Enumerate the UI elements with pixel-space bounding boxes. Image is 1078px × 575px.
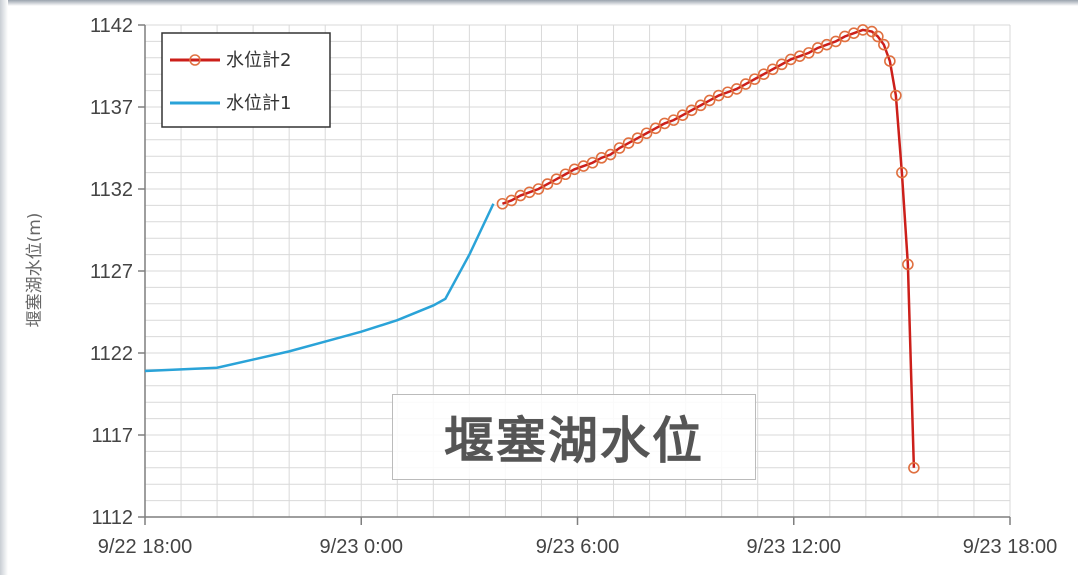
legend-marker-series2 — [189, 54, 201, 66]
window-top-edge — [0, 0, 1078, 6]
y-tick-label: 1137 — [90, 97, 133, 119]
data-point-water-gauge-2 — [541, 178, 554, 190]
data-point-water-gauge-2 — [739, 78, 752, 90]
data-point-water-gauge-2 — [872, 30, 884, 43]
data-point-water-gauge-2 — [829, 35, 842, 48]
data-point-water-gauge-2 — [586, 156, 599, 169]
series-line-water-gauge-2 — [501, 28, 916, 468]
data-point-water-gauge-2 — [766, 63, 779, 76]
legend-label-series1: 水位計1 — [226, 93, 291, 114]
y-tick-label: 1142 — [90, 15, 133, 37]
y-tick-label: 1122 — [90, 343, 133, 365]
data-point-water-gauge-2 — [757, 68, 770, 80]
data-point-water-gauge-2 — [622, 137, 635, 149]
data-point-water-gauge-2 — [676, 109, 689, 121]
y-tick-label: 1112 — [91, 507, 133, 529]
data-point-water-gauge-2 — [631, 132, 644, 144]
data-point-water-gauge-2 — [649, 122, 662, 135]
data-point-water-gauge-2 — [896, 166, 908, 179]
y-tick-label: 1132 — [90, 179, 133, 201]
chart-legend: 水位計2 水位計1 — [161, 32, 331, 128]
data-point-water-gauge-2 — [532, 183, 545, 195]
data-point-water-gauge-2 — [667, 114, 680, 126]
data-point-water-gauge-2 — [748, 73, 761, 85]
data-point-water-gauge-2 — [802, 47, 815, 59]
data-point-water-gauge-2 — [878, 38, 890, 51]
data-point-water-gauge-2 — [703, 94, 716, 107]
data-point-water-gauge-2 — [604, 148, 617, 161]
data-point-water-gauge-2 — [685, 104, 698, 117]
window-left-edge — [0, 0, 8, 575]
x-tick-label: 9/23 0:00 — [320, 536, 403, 558]
data-point-water-gauge-2 — [908, 461, 920, 474]
y-tick-label: 1117 — [91, 425, 133, 447]
data-point-water-gauge-2 — [694, 99, 707, 112]
x-tick-label: 9/23 12:00 — [746, 536, 841, 558]
data-point-water-gauge-2 — [902, 258, 914, 271]
data-point-water-gauge-2 — [640, 127, 653, 140]
data-point-water-gauge-2 — [775, 58, 788, 71]
x-tick-label: 9/23 6:00 — [536, 536, 619, 558]
data-point-water-gauge-2 — [505, 194, 518, 207]
data-point-water-gauge-2 — [613, 142, 626, 154]
data-point-water-gauge-2 — [550, 173, 563, 185]
y-axis-title: 堰塞湖水位(m) — [25, 213, 45, 328]
data-point-water-gauge-2 — [884, 55, 896, 67]
data-point-water-gauge-2 — [730, 83, 743, 95]
chart-series — [144, 24, 920, 474]
legend-box — [161, 32, 331, 128]
overlay-title-label: 堰塞湖水位 — [392, 394, 756, 480]
x-tick-label: 9/22 18:00 — [98, 536, 193, 558]
y-tick-label: 1127 — [90, 261, 133, 283]
data-point-water-gauge-2 — [890, 89, 902, 102]
x-tick-label: 9/23 18:00 — [963, 536, 1058, 558]
legend-label-series2: 水位計2 — [226, 50, 291, 71]
chart-axes: 1142 1137 1132 1127 1122 1117 1112 9/22 18:00 9/… — [90, 15, 1057, 558]
series-line-water-gauge-1 — [144, 203, 495, 373]
data-point-water-gauge-2 — [559, 168, 572, 181]
